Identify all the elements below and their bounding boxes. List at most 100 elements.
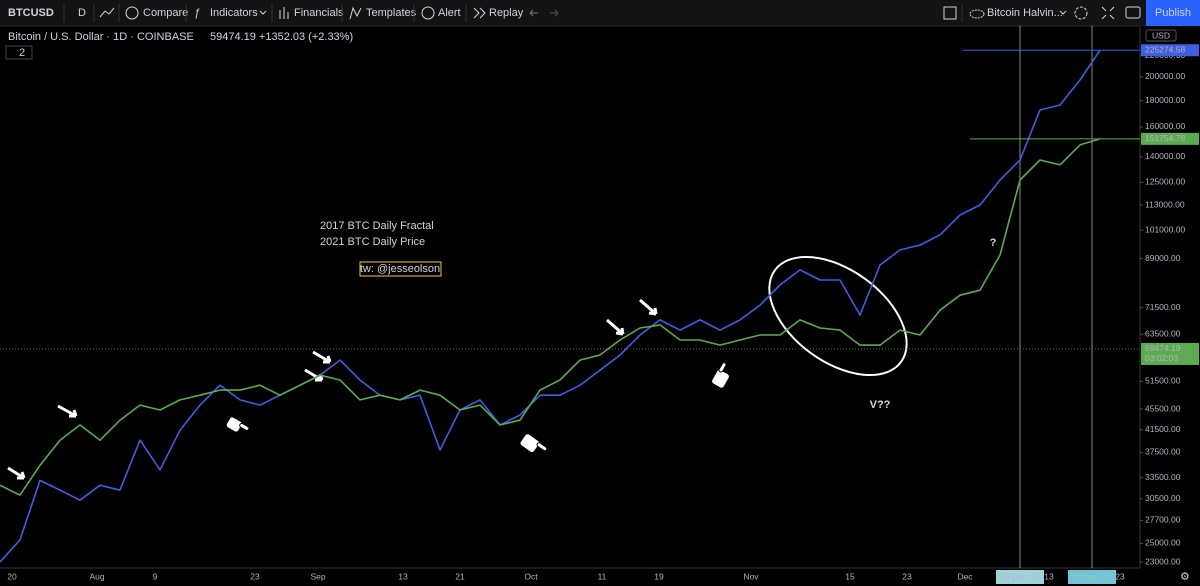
question-mark: ? <box>990 237 997 249</box>
x-tick-label: 9 <box>153 571 158 581</box>
credit: tw: @jesseolson <box>360 263 440 275</box>
x-tick-label: Dec <box>957 571 973 581</box>
arrow <box>639 298 658 316</box>
x-tick-label: 23 <box>1115 571 1125 581</box>
expand[interactable] <box>1101 6 1115 20</box>
compare[interactable]: Compare <box>143 7 188 19</box>
hand-icons <box>225 362 730 454</box>
hand-icon <box>225 416 250 433</box>
x-tick-label: Oct <box>524 571 538 581</box>
x-tick-label: 19 <box>654 571 664 581</box>
indicators[interactable]: Indicators <box>210 7 258 19</box>
y-tick-label: 89000.00 <box>1145 253 1181 263</box>
alert-icon[interactable] <box>421 6 435 20</box>
date-label: 19 Dec '21 <box>1072 571 1113 581</box>
undo[interactable] <box>529 9 538 17</box>
templates[interactable]: Templates <box>366 7 417 19</box>
arrow <box>606 318 625 336</box>
v-shape-label: V?? <box>870 399 891 411</box>
toolbar: BTCUSD D Compare ƒ Indicators Financials… <box>0 0 1200 27</box>
countdown: 03:02:03 <box>1145 353 1178 363</box>
arrows <box>7 298 658 480</box>
indicator-toggle[interactable] <box>5 45 33 60</box>
series-line <box>0 49 1101 563</box>
last-price-label: 151754.78 <box>1145 133 1185 143</box>
dropdown-icon[interactable] <box>259 10 267 15</box>
credit-box <box>359 261 442 277</box>
price-axis <box>1140 26 1200 586</box>
y-tick-label: 27700.00 <box>1145 515 1181 525</box>
arrow <box>312 350 332 364</box>
alert[interactable]: Alert <box>438 7 461 19</box>
current-price-label: 59474.19 <box>1145 343 1181 353</box>
x-tick-label: 13 <box>1044 571 1054 581</box>
y-tick-label: 30500.00 <box>1145 493 1181 503</box>
x-tick-label: 23 <box>902 571 912 581</box>
y-tick-label: 45500.00 <box>1145 403 1181 413</box>
settings[interactable] <box>1074 6 1088 20</box>
x-tick-label: Aug <box>89 571 104 581</box>
y-tick-label: 63500.00 <box>1145 329 1181 339</box>
currency: USD <box>1152 30 1170 40</box>
x-tick-label: 23 <box>250 571 260 581</box>
arrow <box>7 466 26 480</box>
fullscreen-toggle[interactable] <box>943 6 957 20</box>
interval[interactable]: D <box>78 7 86 19</box>
indicator-count: 2 <box>19 47 25 59</box>
hand-icon <box>519 433 548 454</box>
layout-name[interactable]: Bitcoin Halvin... <box>987 7 1063 19</box>
hand-icon <box>711 362 730 389</box>
x-tick-label: Nov <box>743 571 759 581</box>
x-tick-label: 15 <box>845 571 855 581</box>
chart-type-icon[interactable] <box>99 7 115 18</box>
y-tick-label: 71500.00 <box>1145 302 1181 312</box>
y-tick-label: 200000.00 <box>1145 71 1185 81</box>
chart-title: Bitcoin / U.S. Dollar · 1D · COINBASE <box>8 31 194 43</box>
indicators-icon[interactable]: ƒ <box>194 7 200 19</box>
legend-entry: 2021 BTC Daily Price <box>320 236 425 248</box>
date-label: 09 Dec '21 <box>1000 571 1041 581</box>
cloud-icon[interactable] <box>969 9 985 19</box>
last-price-label: 225274.58 <box>1145 45 1185 55</box>
y-tick-label: 41500.00 <box>1145 424 1181 434</box>
templates-icon[interactable] <box>349 6 362 20</box>
x-tick-label: 13 <box>398 571 408 581</box>
arrow <box>57 404 78 418</box>
y-tick-label: 113000.00 <box>1145 199 1185 209</box>
compare-icon[interactable] <box>125 6 139 20</box>
symbol[interactable]: BTCUSD <box>8 7 54 19</box>
financials[interactable]: Financials <box>294 7 344 19</box>
replay-icon[interactable] <box>473 7 486 19</box>
publish-button[interactable] <box>1146 0 1200 26</box>
axis-settings[interactable]: ⚙ <box>1180 571 1190 583</box>
current-price-bg <box>1141 342 1199 365</box>
y-tick-label: 125000.00 <box>1145 177 1185 187</box>
y-tick-label: 160000.00 <box>1145 121 1185 131</box>
x-tick-label: 11 <box>598 571 607 581</box>
y-tick-label: 23000.00 <box>1145 556 1181 566</box>
dropdown-icon[interactable] <box>1059 10 1067 15</box>
currency-box <box>1145 29 1177 42</box>
y-tick-label: 51500.00 <box>1145 376 1181 386</box>
x-tick-label: Sep <box>310 571 325 581</box>
date-label-bg <box>996 570 1044 584</box>
last-price-bg <box>1141 44 1199 57</box>
y-tick-label: 140000.00 <box>1145 151 1185 161</box>
y-tick-label: 180000.00 <box>1145 95 1185 105</box>
financials-icon[interactable] <box>279 7 289 19</box>
redo[interactable] <box>550 9 559 17</box>
legend-entry: 2017 BTC Daily Fractal <box>320 220 434 232</box>
quote: 59474.19 +1352.03 (+2.33%) <box>210 31 353 43</box>
publish[interactable]: Publish <box>1155 7 1191 19</box>
y-tick-label: 25000.00 <box>1145 538 1181 548</box>
ellipse-highlight <box>768 255 908 377</box>
last-price-bg <box>1141 132 1199 145</box>
y-tick-label: 101000.00 <box>1145 224 1185 234</box>
y-tick-label: 37500.00 <box>1145 447 1181 457</box>
toolbar-bg <box>0 0 1200 26</box>
series-line <box>0 138 1101 496</box>
snapshot[interactable] <box>1125 6 1141 19</box>
replay[interactable]: Replay <box>489 7 524 19</box>
